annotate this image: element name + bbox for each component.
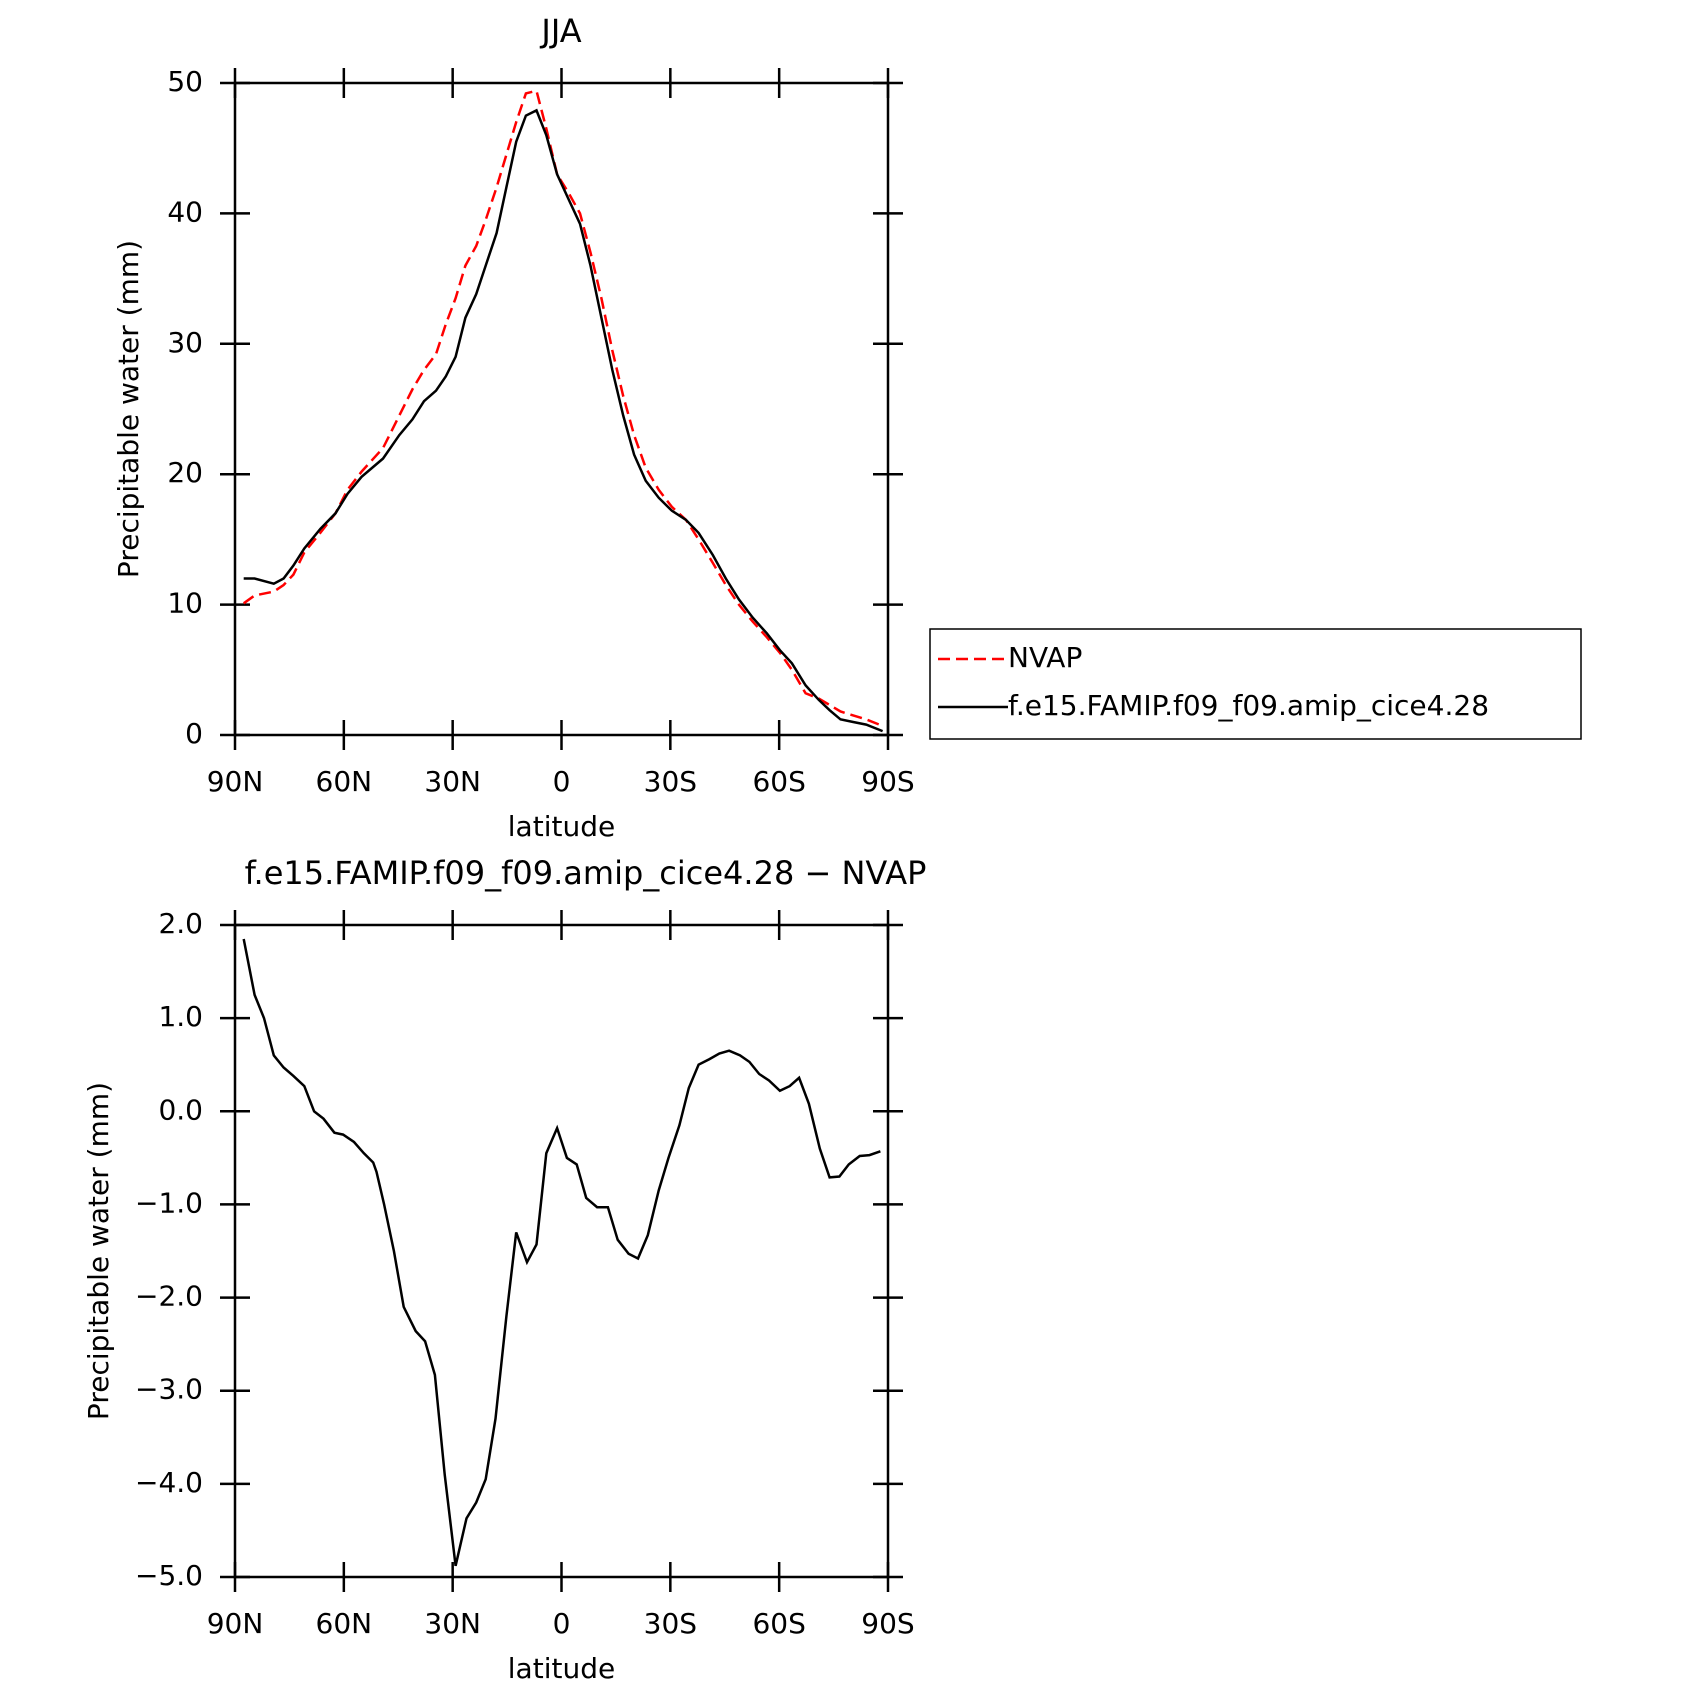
y-tick-label: −4.0	[135, 1466, 203, 1499]
x-tick-label: 90S	[861, 765, 914, 798]
x-tick-label: 90S	[861, 1607, 914, 1640]
y-tick-label: 20	[167, 456, 203, 489]
legend-label: NVAP	[1008, 641, 1082, 674]
x-tick-label: 30S	[644, 1607, 697, 1640]
legend: NVAP f.e15.FAMIP.f09_f09.amip_cice4.28	[929, 628, 1582, 740]
data-line	[242, 938, 881, 1567]
chart: f.e15.FAMIP.f09_f09.amip_cice4.28 − NVAP…	[82, 854, 926, 1685]
x-axis-label: latitude	[508, 1652, 615, 1685]
x-tick-label: 0	[553, 1607, 571, 1640]
y-tick-label: −2.0	[135, 1280, 203, 1313]
y-tick-label: −1.0	[135, 1186, 203, 1219]
plot-frame	[233, 81, 890, 737]
x-tick-label: 60N	[316, 765, 373, 798]
y-tick-label: 0	[185, 717, 203, 750]
legend-box	[929, 628, 1582, 740]
x-tick-label: 30S	[644, 765, 697, 798]
y-tick-label: −3.0	[135, 1373, 203, 1406]
x-tick-label: 30N	[424, 765, 481, 798]
x-tick-label: 30N	[424, 1607, 481, 1640]
plot-frame	[233, 923, 890, 1579]
y-tick-label: 0.0	[158, 1093, 203, 1126]
y-tick-label: 10	[167, 587, 203, 620]
x-tick-label: 90N	[207, 1607, 264, 1640]
y-tick-label: 50	[167, 65, 203, 98]
legend-label: f.e15.FAMIP.f09_f09.amip_cice4.28	[1008, 689, 1489, 722]
y-axis-label: Precipitable water (mm)	[82, 1082, 115, 1420]
chart-title: JJA	[539, 12, 581, 50]
y-tick-label: 40	[167, 195, 203, 228]
y-tick-label: −5.0	[135, 1559, 203, 1592]
x-tick-label: 60S	[752, 1607, 805, 1640]
x-tick-label: 60N	[316, 1607, 373, 1640]
y-axis-label: Precipitable water (mm)	[112, 240, 145, 578]
chart-title: f.e15.FAMIP.f09_f09.amip_cice4.28 − NVAP	[245, 854, 927, 892]
x-tick-label: 0	[553, 765, 571, 798]
data-line	[243, 108, 884, 733]
x-tick-label: 90N	[207, 765, 264, 798]
y-tick-label: 1.0	[158, 1000, 203, 1033]
y-tick-label: 2.0	[158, 907, 203, 940]
x-tick-label: 60S	[752, 765, 805, 798]
y-tick-label: 30	[167, 326, 203, 359]
chart: JJA latitude Precipitable water (mm) 90N 60N…	[112, 12, 1582, 843]
x-axis-label: latitude	[508, 810, 615, 843]
